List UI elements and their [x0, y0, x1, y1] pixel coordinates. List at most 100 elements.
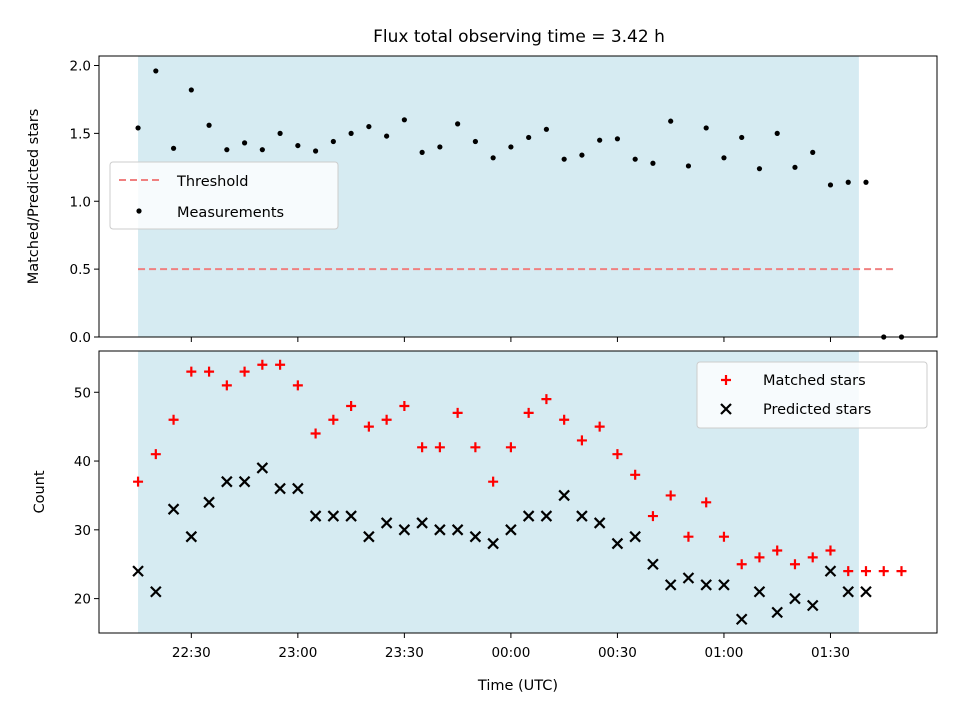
count-marks: [132, 359, 907, 626]
predicted-star-point: [842, 585, 855, 598]
predicted-star-point: [558, 489, 570, 502]
legend-predicted-label: Predicted stars: [763, 402, 871, 418]
measurement-point: [224, 147, 230, 153]
ratio-marks: [135, 68, 905, 340]
matched-star-point: [168, 414, 179, 425]
matched-star-point: [399, 401, 410, 412]
measurement-point: [313, 148, 319, 154]
matched-star-point: [434, 442, 445, 453]
matched-star-point: [754, 552, 765, 563]
measurement-point: [241, 140, 248, 146]
x-tick-label: 00:00: [491, 645, 530, 661]
measurement-point: [668, 118, 674, 124]
ratio-panel: 0.00.51.01.52.0 Matched/Predicted stars …: [26, 55, 938, 346]
predicted-star-point: [629, 530, 641, 543]
predicted-star-point: [327, 510, 340, 522]
y-tick-label: 50: [74, 385, 91, 401]
predicted-star-point: [753, 585, 766, 598]
y-tick-label: 20: [74, 592, 91, 608]
matched-star-point: [718, 531, 729, 542]
predicted-star-point: [221, 475, 233, 488]
matched-star-point: [647, 511, 658, 522]
count-plot-frame: [98, 350, 938, 634]
matched-star-point: [328, 414, 339, 425]
measurement-point: [437, 144, 443, 150]
predicted-star-point: [380, 517, 393, 529]
measurement-point: [188, 87, 194, 93]
matched-star-point: [807, 552, 818, 563]
predicted-star-point: [505, 524, 517, 536]
matched-star-point: [789, 559, 800, 570]
predicted-star-point: [185, 530, 198, 543]
measurement-point: [561, 156, 567, 162]
predicted-star-point: [345, 510, 357, 522]
predicted-star-point: [416, 517, 428, 529]
measurement-point: [419, 149, 425, 155]
predicted-star-point: [735, 613, 748, 626]
predicted-star-point: [292, 482, 304, 495]
predicted-star-point: [664, 579, 677, 591]
measurement-point: [490, 155, 496, 161]
predicted-star-point: [150, 585, 162, 598]
legend-predicted-swatch: [720, 403, 732, 415]
measurement-point: [508, 144, 514, 150]
legend-threshold-label: Threshold: [176, 174, 248, 190]
measurement-point: [703, 125, 709, 131]
predicted-star-point: [806, 599, 819, 612]
measurement-point: [153, 68, 159, 74]
matched-star-point: [772, 545, 783, 556]
matched-star-point: [860, 566, 871, 577]
matched-star-point: [701, 497, 712, 508]
matched-star-point: [381, 414, 392, 425]
time-x-axis: 22:30 23:00 23:30 00:00 00:30 01:00 01:30: [172, 633, 850, 661]
predicted-star-point: [700, 579, 712, 591]
y-tick-label: 30: [74, 523, 91, 539]
matched-star-point: [630, 469, 641, 480]
y-tick-label: 0.0: [70, 330, 91, 346]
ratio-y-axis: 0.0 0.5 1.0 1.5 2.0: [70, 59, 99, 346]
measurement-point: [366, 123, 372, 130]
measurement-point: [739, 134, 745, 141]
x-tick-label: 22:30: [172, 645, 211, 661]
measurement-point: [384, 133, 390, 139]
matched-star-point: [541, 394, 552, 405]
matched-star-point: [488, 476, 499, 487]
matched-star-point: [843, 566, 854, 577]
measurement-point: [348, 130, 354, 136]
measurement-point: [543, 126, 550, 132]
predicted-star-point: [256, 462, 269, 474]
measurement-point: [472, 138, 478, 145]
predicted-star-point: [274, 482, 286, 495]
predicted-star-point: [682, 572, 695, 584]
predicted-star-point: [540, 510, 553, 522]
predicted-star-point: [309, 510, 322, 522]
matched-star-point: [275, 359, 286, 370]
legend-measurement-swatch: [136, 208, 142, 214]
predicted-star-point: [576, 510, 588, 522]
matched-star-point: [559, 414, 570, 425]
y-tick-label: 1.5: [70, 126, 91, 142]
predicted-star-point: [860, 585, 872, 598]
matched-star-point: [470, 442, 481, 453]
matched-star-point: [150, 449, 161, 460]
x-tick-label: 01:00: [704, 645, 743, 661]
count-y-axis: 20 30 40 50: [74, 385, 99, 608]
matched-star-point: [683, 531, 694, 542]
matched-star-point: [523, 407, 534, 418]
measurement-point: [330, 138, 336, 145]
matched-star-point: [665, 490, 676, 501]
matched-star-point: [346, 401, 357, 412]
matched-star-point: [186, 366, 197, 377]
measurement-point: [579, 152, 585, 158]
y-tick-label: 0.5: [70, 262, 91, 278]
matched-star-point: [878, 566, 889, 577]
ratio-legend: Threshold Measurements: [109, 161, 339, 230]
y-tick-label: 40: [74, 454, 91, 470]
count-legend: Matched stars Predicted stars: [696, 361, 928, 429]
ratio-y-axis-label: Matched/Predicted stars: [26, 109, 42, 285]
measurement-point: [827, 182, 834, 188]
count-y-axis-label: Count: [32, 470, 48, 513]
x-tick-label: 23:00: [278, 645, 317, 661]
time-x-axis-label: Time (UTC): [477, 678, 558, 694]
